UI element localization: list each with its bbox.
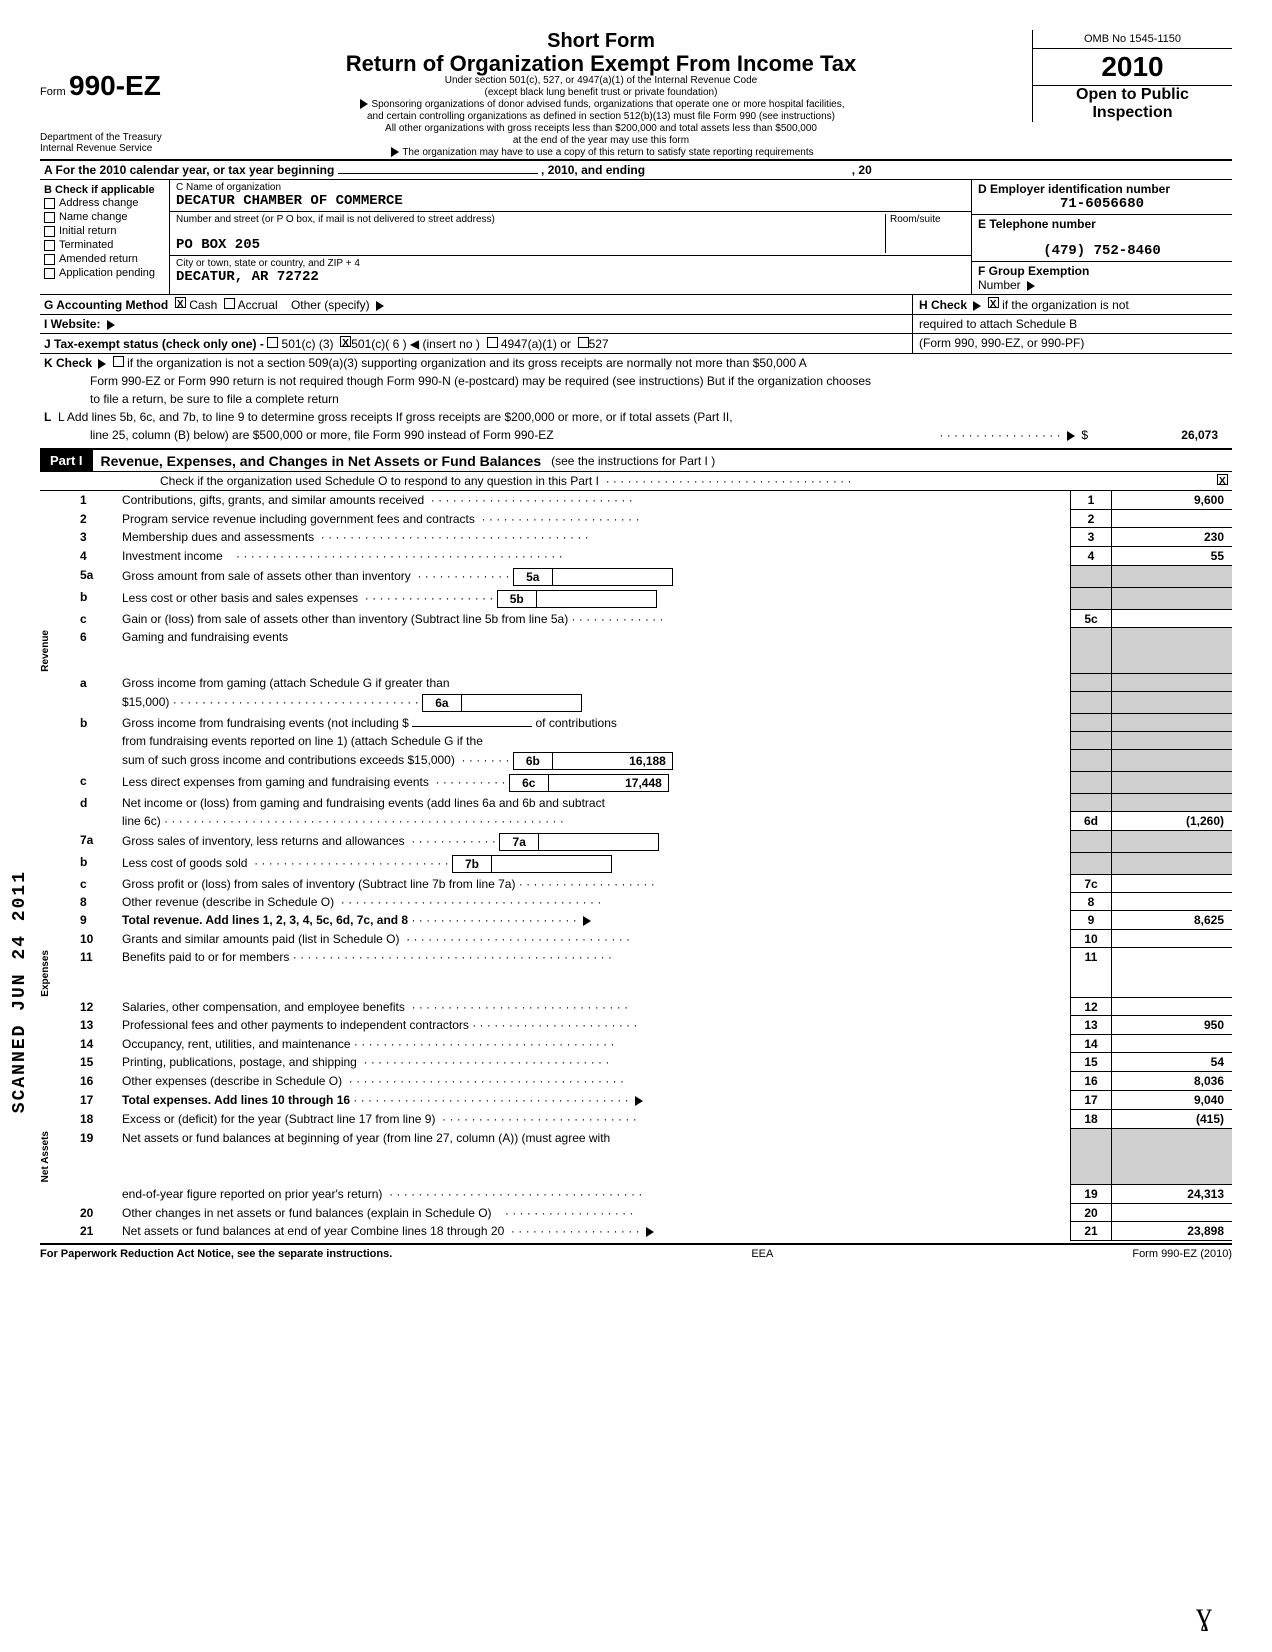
omb-number: OMB No 1545-1150 <box>1033 30 1232 49</box>
note-3: All other organizations with gross recei… <box>180 123 1022 135</box>
section-e-label: E Telephone number <box>978 217 1226 231</box>
line-3-amt: 230 <box>1112 528 1232 547</box>
cb-sched-o[interactable] <box>1217 474 1228 485</box>
note-2: and certain controlling organizations as… <box>180 111 1022 123</box>
section-f-label: F Group Exemption <box>978 264 1226 278</box>
room-suite: Room/suite <box>885 214 965 253</box>
org-city: DECATUR, AR 72722 <box>176 269 965 285</box>
cb-sched-b[interactable] <box>988 297 999 308</box>
telephone: (479) 752-8460 <box>978 243 1226 259</box>
section-a: A For the 2010 calendar year, or tax yea… <box>40 159 1232 180</box>
cb-cash[interactable] <box>175 297 186 308</box>
city-label: City or town, state or country, and ZIP … <box>176 258 965 269</box>
top-grid: B Check if applicable Address change Nam… <box>40 180 1232 295</box>
line-6d-amt: (1,260) <box>1112 812 1232 831</box>
line-2-amt <box>1112 510 1232 528</box>
line-15-amt: 54 <box>1112 1053 1232 1072</box>
cb-501c[interactable] <box>340 336 351 347</box>
org-name: DECATUR CHAMBER OF COMMERCE <box>176 193 965 209</box>
ein: 71-6056680 <box>978 196 1226 212</box>
addr-label: Number and street (or P O box, if mail i… <box>176 214 885 225</box>
subtitle-1: Under section 501(c), 527, or 4947(a)(1)… <box>180 75 1022 87</box>
title-main: Return of Organization Exempt From Incom… <box>180 53 1022 75</box>
subtitle-2: (except black lung benefit trust or priv… <box>180 87 1022 99</box>
cb-initial-return[interactable]: Initial return <box>44 224 165 238</box>
part-1-header: Part I Revenue, Expenses, and Changes in… <box>40 448 1232 472</box>
cb-4947[interactable] <box>487 337 498 348</box>
section-l: L L Add lines 5b, 6c, and 7b, to line 9 … <box>40 408 1232 426</box>
line-5c-amt <box>1112 610 1232 628</box>
cb-terminated[interactable]: Terminated <box>44 238 165 252</box>
note-4: at the end of the year may use this form <box>180 135 1022 147</box>
section-k-2: Form 990-EZ or Form 990 return is not re… <box>40 372 1232 390</box>
line-1-amt: 9,600 <box>1112 491 1232 510</box>
section-b-label: B Check if applicable <box>44 184 165 196</box>
org-address: PO BOX 205 <box>176 237 885 253</box>
initial-mark: ɣ <box>1196 1595 1212 1632</box>
dept-treasury: Department of the Treasury <box>40 132 170 143</box>
gross-receipts: 26,073 <box>1088 428 1228 442</box>
note-5: The organization may have to use a copy … <box>180 147 1022 159</box>
line-9-amt: 8,625 <box>1112 911 1232 930</box>
line-18-amt: (415) <box>1112 1110 1232 1129</box>
line-13-amt: 950 <box>1112 1016 1232 1035</box>
cb-amended[interactable]: Amended return <box>44 252 165 266</box>
section-d-label: D Employer identification number <box>978 182 1226 196</box>
cb-527[interactable] <box>578 337 589 348</box>
form-number: 990-EZ <box>69 70 161 101</box>
open-public-1: Open to Public <box>1033 86 1232 104</box>
line-19-amt: 24,313 <box>1112 1185 1232 1204</box>
section-k-3: to file a return, be sure to file a comp… <box>40 390 1232 408</box>
cb-accrual[interactable] <box>224 298 235 309</box>
form-label: Form <box>40 86 66 98</box>
page-footer: For Paperwork Reduction Act Notice, see … <box>40 1243 1232 1260</box>
row-j: J Tax-exempt status (check only one) - 5… <box>40 334 1232 354</box>
line-4-amt: 55 <box>1112 547 1232 566</box>
cb-501c3[interactable] <box>267 337 278 348</box>
line-16-amt: 8,036 <box>1112 1072 1232 1091</box>
line-21-amt: 23,898 <box>1112 1222 1232 1241</box>
cb-address-change[interactable]: Address change <box>44 196 165 210</box>
form-header: Form 990-EZ Department of the Treasury I… <box>40 30 1232 159</box>
row-g-h: G Accounting Method Cash Accrual Other (… <box>40 295 1232 315</box>
cb-pending[interactable]: Application pending <box>44 266 165 280</box>
tax-year: 2010 <box>1033 49 1232 86</box>
part-1-check: Check if the organization used Schedule … <box>40 472 1232 491</box>
cb-k[interactable] <box>113 356 124 367</box>
line-6b-amt: 16,188 <box>553 752 673 770</box>
note-1: Sponsoring organizations of donor advise… <box>180 99 1022 111</box>
section-l-2: line 25, column (B) below) are $500,000 … <box>40 426 1232 444</box>
cb-name-change[interactable]: Name change <box>44 210 165 224</box>
title-short-form: Short Form <box>180 30 1022 53</box>
open-public-2: Inspection <box>1033 104 1232 122</box>
dept-irs: Internal Revenue Service <box>40 143 170 154</box>
row-i: I Website: required to attach Schedule B <box>40 315 1232 334</box>
scanned-stamp: SCANNED JUN 24 2011 <box>10 870 30 1113</box>
line-6c-amt: 17,448 <box>549 774 669 792</box>
section-c-label: C Name of organization <box>176 182 965 193</box>
section-k: K Check if the organization is not a sec… <box>40 354 1232 372</box>
line-17-amt: 9,040 <box>1112 1091 1232 1110</box>
